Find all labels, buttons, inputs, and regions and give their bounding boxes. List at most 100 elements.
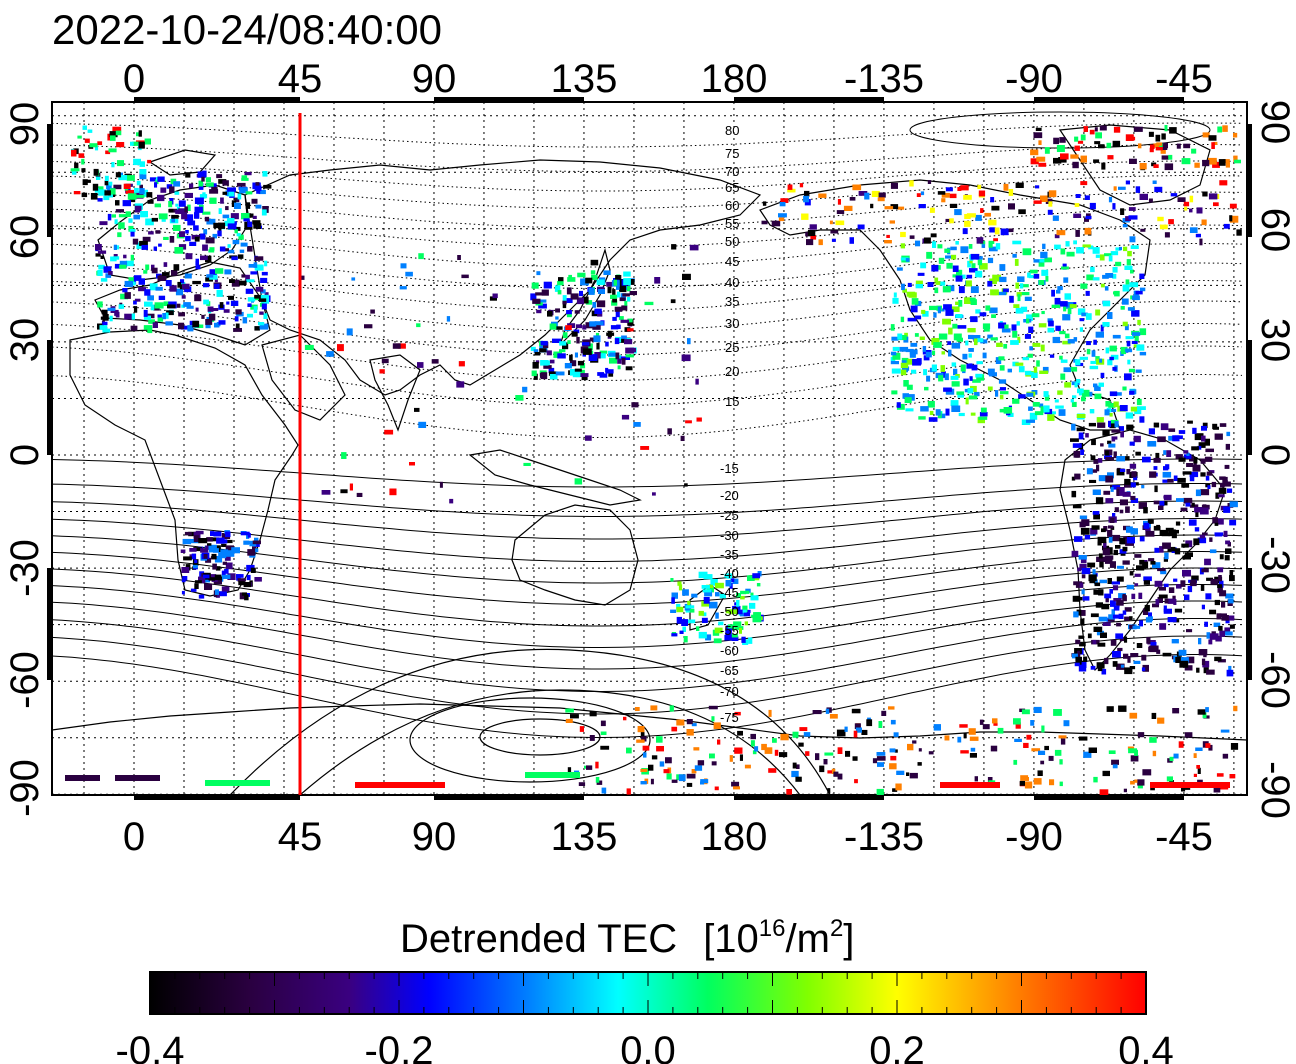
tec-point	[241, 177, 249, 181]
tec-point	[109, 131, 118, 138]
tec-point	[95, 253, 101, 257]
tec-point	[1129, 616, 1133, 620]
tec-point	[1124, 324, 1129, 331]
tec-point	[191, 553, 197, 560]
tec-point	[1131, 310, 1140, 317]
tec-point	[103, 266, 112, 273]
tec-point	[609, 357, 618, 364]
tec-point	[538, 303, 547, 309]
tec-point	[1035, 185, 1040, 189]
tec-point	[787, 184, 793, 190]
tec-point	[779, 752, 788, 758]
lat-tick-label: -60	[1253, 651, 1296, 709]
tec-point	[878, 721, 883, 728]
tec-point	[178, 244, 187, 250]
tec-point	[870, 203, 874, 209]
tec-point	[414, 407, 420, 412]
tec-point	[1060, 248, 1066, 255]
tec-point	[1069, 366, 1078, 372]
tec-point	[818, 239, 823, 246]
tec-point	[907, 358, 914, 365]
tec-point	[740, 595, 745, 600]
tec-point	[1202, 504, 1207, 509]
tec-point	[205, 780, 270, 786]
tec-point	[1090, 613, 1099, 618]
tec-point	[910, 305, 918, 313]
tec-point	[1133, 660, 1141, 664]
colorbar-ticks	[149, 972, 1147, 1014]
tec-point	[193, 547, 202, 552]
tec-point	[173, 181, 181, 187]
tec-point	[975, 214, 982, 221]
tec-point	[104, 190, 111, 196]
tec-point	[214, 278, 218, 283]
tec-point	[326, 351, 334, 357]
tec-point	[969, 268, 978, 273]
tec-point	[951, 381, 960, 387]
tec-point	[1080, 181, 1088, 186]
tec-point	[1020, 775, 1029, 781]
tec-point	[351, 277, 356, 281]
tec-point	[1003, 183, 1009, 191]
tec-point	[1128, 368, 1135, 373]
map-frame	[51, 101, 1248, 796]
tec-point	[1022, 248, 1032, 256]
tec-point	[181, 212, 188, 220]
tec-point	[97, 301, 103, 308]
tec-point	[123, 254, 127, 259]
tec-point	[543, 365, 552, 369]
tec-point	[118, 304, 125, 309]
tec-point	[1105, 401, 1111, 407]
tec-point	[246, 313, 253, 318]
tec-point	[1049, 779, 1055, 786]
tec-point	[1217, 567, 1224, 573]
tec-point	[974, 338, 978, 346]
tec-point	[998, 322, 1007, 329]
tec-point	[202, 283, 210, 288]
tec-point	[1233, 705, 1238, 712]
tec-point	[844, 726, 848, 732]
tec-point	[686, 782, 693, 787]
tec-point	[1054, 297, 1061, 305]
tec-point	[252, 540, 261, 545]
tec-point	[254, 577, 262, 582]
tec-point	[140, 211, 148, 218]
tec-point	[1113, 605, 1120, 611]
tec-point	[1092, 277, 1100, 281]
tec-point	[439, 481, 443, 488]
tec-point	[185, 253, 193, 260]
tec-point	[1112, 661, 1118, 667]
tec-point	[256, 189, 261, 194]
tec-point	[104, 175, 109, 181]
tec-point	[562, 342, 569, 350]
tec-point	[975, 373, 983, 378]
tec-point	[1224, 627, 1231, 634]
tec-point	[989, 307, 998, 314]
tec-point	[577, 272, 586, 278]
tec-point	[753, 612, 761, 618]
tec-point	[1059, 355, 1063, 360]
tec-point	[801, 213, 809, 220]
tec-point	[1024, 781, 1033, 789]
tec-point	[1137, 779, 1145, 786]
tec-point	[670, 609, 677, 613]
tec-point	[1033, 273, 1040, 279]
tec-point	[569, 369, 579, 376]
tec-point	[1078, 664, 1087, 672]
tec-point	[922, 346, 927, 352]
tec-point	[890, 204, 899, 210]
tec-point	[898, 335, 907, 341]
tec-point	[1097, 665, 1103, 672]
tec-point	[566, 310, 572, 315]
tec-point	[871, 190, 880, 197]
tec-point	[1166, 450, 1172, 457]
tec-point	[1047, 209, 1053, 215]
tec-point	[1086, 341, 1091, 346]
tec-point	[1111, 436, 1118, 440]
tec-point	[1018, 209, 1026, 215]
tec-point	[1157, 216, 1164, 222]
tec-point	[930, 233, 937, 238]
tec-point	[1088, 574, 1097, 582]
tec-point	[1167, 546, 1176, 552]
tec-point	[559, 349, 566, 353]
